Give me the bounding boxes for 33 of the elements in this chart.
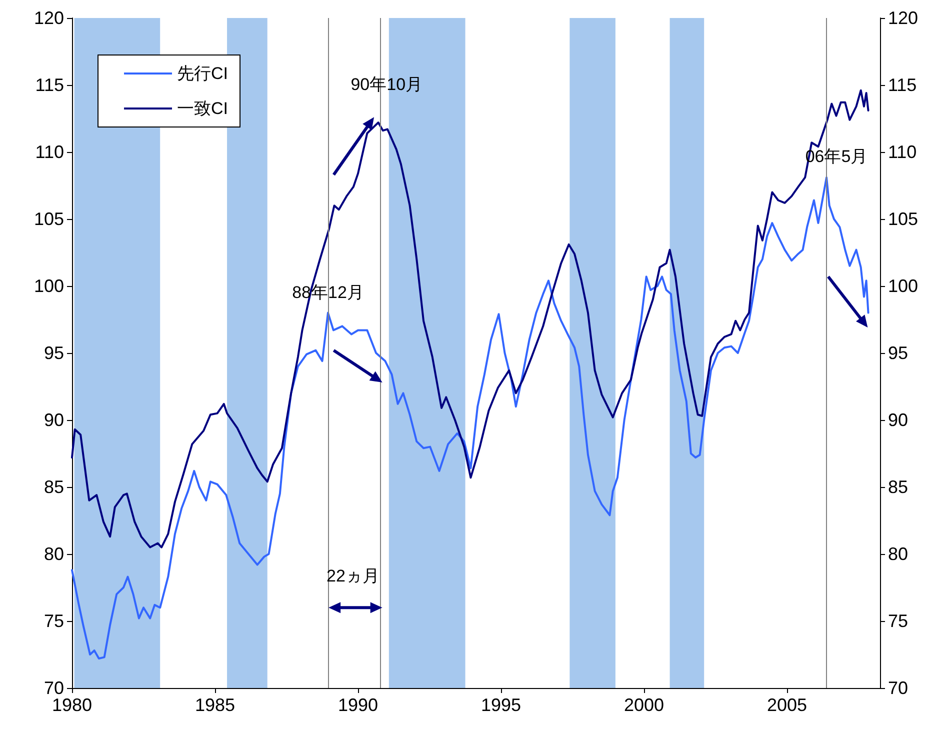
x-tick-label: 2000 [624,695,664,715]
y2-tick-label: 75 [888,611,908,631]
legend-label: 先行CI [177,64,228,83]
y2-tick-label: 95 [888,343,908,363]
y2-tick-label: 80 [888,544,908,564]
y-tick-label: 100 [34,276,64,296]
y-tick-label: 90 [44,410,64,430]
y2-tick-label: 115 [888,75,917,95]
ref-line-label: 90年10月 [350,75,423,94]
x-tick-label: 1980 [52,695,92,715]
y2-tick-label: 100 [888,276,918,296]
x-tick-label: 1990 [338,695,378,715]
y2-tick-label: 120 [888,8,918,28]
y-tick-label: 80 [44,544,64,564]
y-tick-label: 95 [44,343,64,363]
y-tick-label: 120 [34,8,64,28]
legend-label: 一致CI [177,99,228,118]
x-tick-label: 1985 [194,695,236,715]
y-tick-label: 105 [34,209,64,229]
line-series [71,176,870,660]
y2-tick-label: 85 [888,477,908,497]
y-tick-label: 75 [44,611,64,631]
annotation: 22ヵ月 [326,566,380,586]
y-tick-label: 110 [35,142,64,162]
y2-tick-label: 70 [888,678,908,698]
y2-tick-label: 90 [888,410,908,430]
y2-tick-label: 110 [888,142,917,162]
x-tick-label: 1995 [481,695,522,715]
y-tick-label: 70 [44,678,64,698]
x-tick-label: 2005 [767,695,808,715]
y2-tick-label: 105 [888,209,918,229]
y-tick-label: 85 [44,477,64,497]
y-tick-label: 115 [35,75,64,95]
